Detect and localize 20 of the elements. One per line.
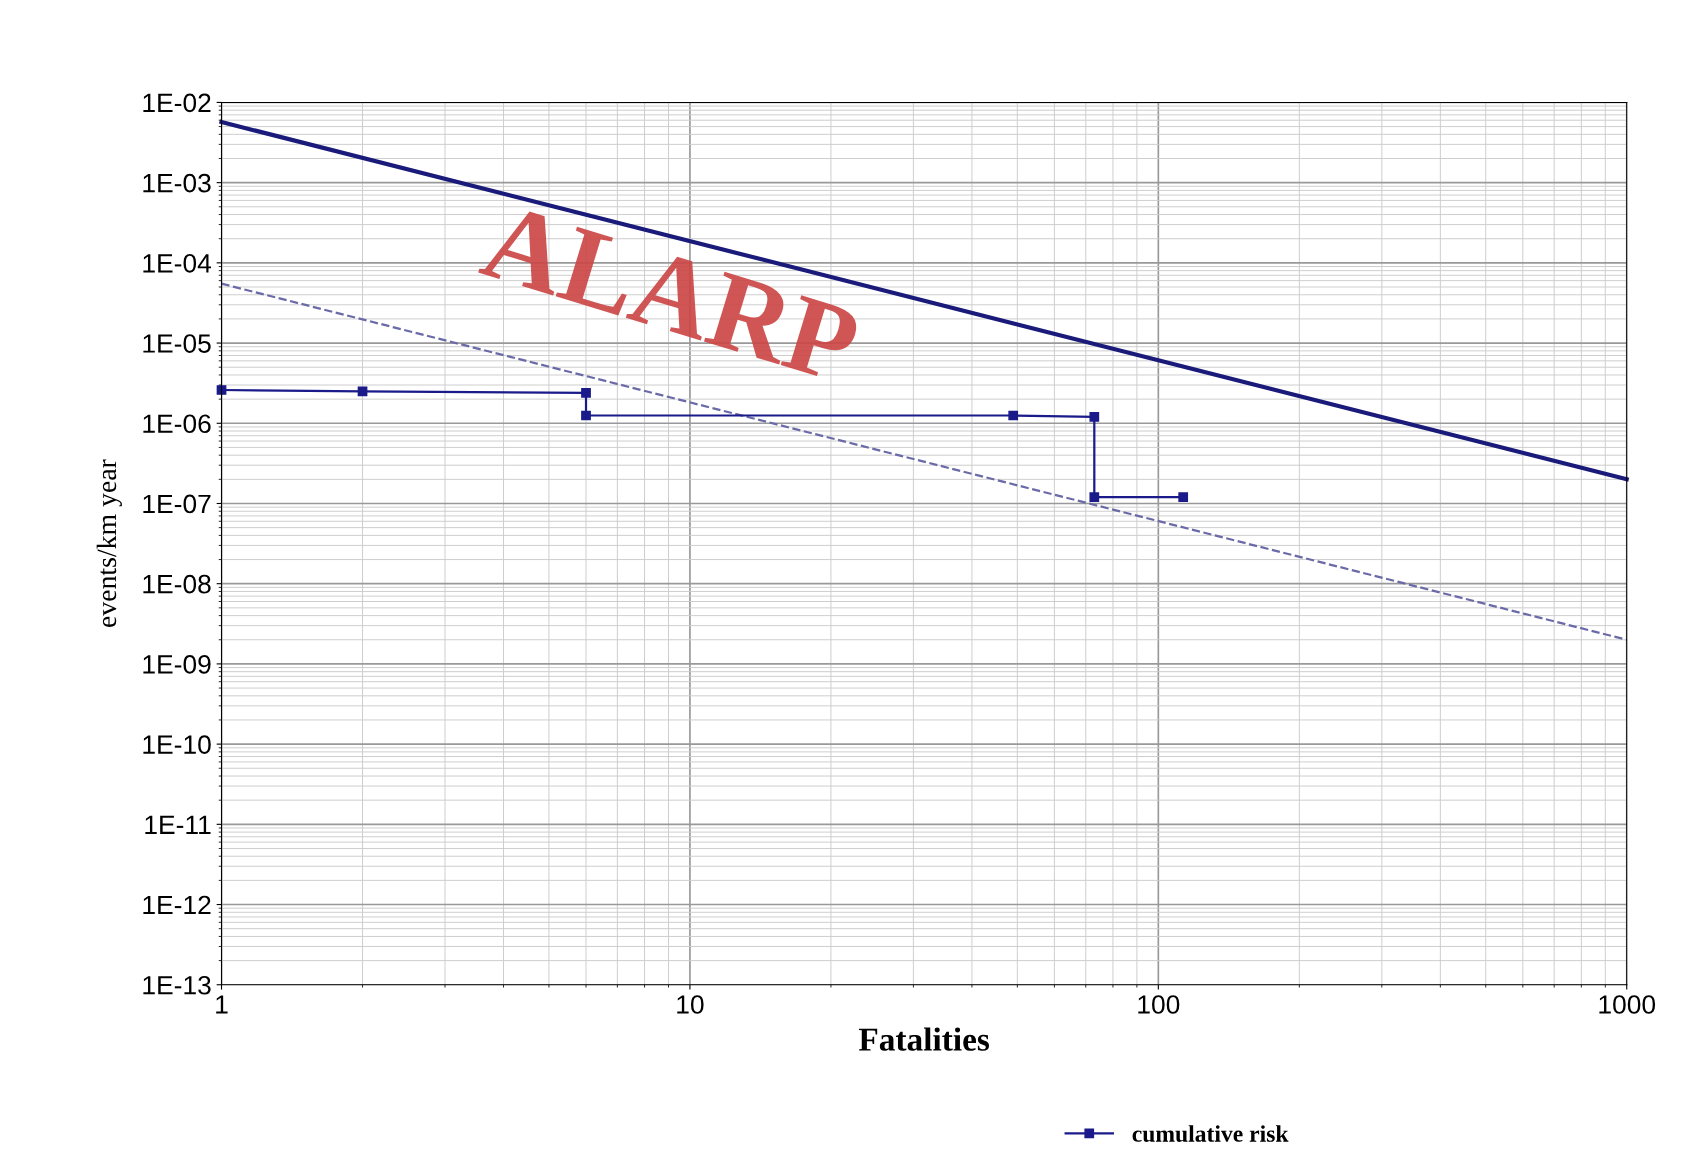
y-tick-label: 1E-02 (143, 93, 211, 113)
y-axis-title: events/km year (96, 459, 122, 627)
y-tick-label: 1E-09 (143, 655, 211, 674)
y-tick-label: 1E-04 (143, 253, 212, 273)
y-tick-label: 1E-13 (143, 975, 211, 995)
x-tick-label: 10 (677, 995, 704, 1014)
x-tick-label: 100 (1138, 995, 1180, 1014)
y-tick-label: 1E-05 (143, 334, 211, 353)
x-tick-label: 1 (216, 995, 228, 1014)
y-tick-label: 1E-08 (143, 574, 211, 594)
legend-label: cumulative risk (1132, 1125, 1289, 1142)
y-tick-label: 1E-10 (143, 735, 211, 754)
y-tick-label: 1E-03 (143, 173, 211, 193)
y-tick-label: 1E-12 (143, 895, 211, 915)
y-tick-label: 1E-11 (145, 815, 211, 834)
x-axis-title: Fatalities (858, 1027, 990, 1051)
x-tick-label: 1000 (1599, 995, 1656, 1014)
y-tick-label: 1E-06 (143, 414, 211, 434)
y-tick-label: 1E-07 (143, 494, 211, 514)
annotation: ALARP (478, 202, 862, 384)
